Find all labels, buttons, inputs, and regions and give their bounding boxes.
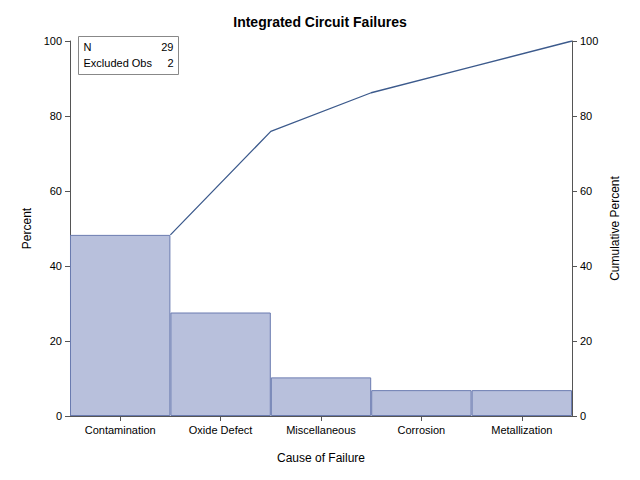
svg-text:0: 0	[580, 410, 586, 422]
svg-text:60: 60	[580, 185, 592, 197]
svg-text:Contamination: Contamination	[85, 424, 156, 436]
svg-text:Integrated Circuit Failures: Integrated Circuit Failures	[233, 14, 407, 30]
svg-text:80: 80	[50, 110, 62, 122]
svg-text:60: 60	[50, 185, 62, 197]
svg-text:0: 0	[56, 410, 62, 422]
svg-text:Metallization: Metallization	[491, 424, 552, 436]
svg-text:N: N	[84, 41, 92, 53]
svg-text:20: 20	[50, 335, 62, 347]
svg-text:20: 20	[580, 335, 592, 347]
svg-text:40: 40	[50, 260, 62, 272]
svg-text:29: 29	[161, 41, 173, 53]
svg-text:80: 80	[580, 110, 592, 122]
svg-text:Cause of Failure: Cause of Failure	[277, 451, 365, 465]
svg-text:100: 100	[580, 35, 598, 47]
svg-text:Miscellaneous: Miscellaneous	[286, 424, 356, 436]
svg-text:40: 40	[580, 260, 592, 272]
svg-text:Cumulative Percent: Cumulative Percent	[608, 175, 622, 280]
svg-text:100: 100	[44, 35, 62, 47]
svg-text:2: 2	[167, 57, 173, 69]
svg-text:Percent: Percent	[20, 207, 34, 249]
svg-text:Corrosion: Corrosion	[398, 424, 446, 436]
svg-text:Oxide Defect: Oxide Defect	[189, 424, 253, 436]
svg-text:Excluded Obs: Excluded Obs	[84, 57, 153, 69]
